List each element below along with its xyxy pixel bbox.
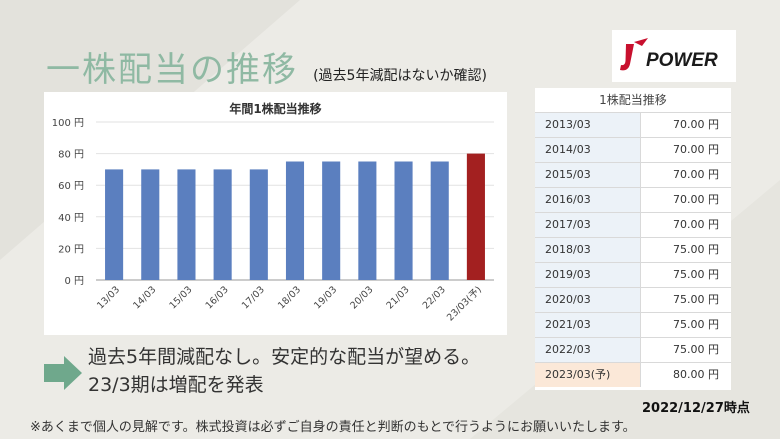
table-row: 2016/03 70.00 円	[535, 187, 731, 212]
bar	[213, 169, 232, 280]
bar	[141, 169, 160, 280]
table-value-cell: 70.00 円	[673, 193, 719, 206]
bar	[466, 153, 485, 280]
bar	[322, 161, 341, 280]
table-value-cell: 75.00 円	[673, 268, 719, 281]
table-row: 2017/03 70.00 円	[535, 212, 731, 237]
table-year-cell: 2021/03	[535, 313, 641, 337]
x-tick-label: 15/03	[167, 284, 194, 311]
x-tick-label: 23/03(予)	[445, 284, 484, 323]
y-tick-label: 100 円	[52, 118, 84, 129]
bar	[358, 161, 377, 280]
jpower-logo: POWER	[612, 30, 736, 82]
table-row: 2013/03 70.00 円	[535, 112, 731, 137]
table-value-cell: 80.00 円	[673, 368, 719, 381]
y-tick-label: 40 円	[58, 213, 84, 224]
title-area: 一株配当の推移 (過去5年減配はないか確認)	[46, 42, 487, 92]
table-row: 2023/03(予) 80.00 円	[535, 362, 731, 387]
disclaimer: ※あくまで個人の見解です。株式投資は必ずご自身の責任と判断のもとで行うようにお願…	[30, 420, 636, 435]
table-row: 2015/03 70.00 円	[535, 162, 731, 187]
table-year-cell: 2018/03	[535, 238, 641, 262]
table-value-cell: 70.00 円	[673, 118, 719, 131]
bar	[285, 161, 305, 280]
y-tick-label: 20 円	[58, 244, 84, 255]
chart-title: 年間1株配当推移	[229, 102, 322, 116]
table-value-cell: 75.00 円	[673, 243, 719, 256]
table-value-cell: 70.00 円	[673, 218, 719, 231]
y-tick-label: 60 円	[58, 181, 84, 192]
y-tick-label: 0 円	[64, 276, 84, 287]
x-tick-label: 13/03	[95, 284, 122, 311]
table-row: 2021/03 75.00 円	[535, 312, 731, 337]
bar	[249, 169, 268, 280]
x-tick-label: 14/03	[131, 284, 158, 311]
page-title: 一株配当の推移	[46, 50, 298, 90]
dividend-chart: 年間1株配当推移 0 円 20 円 40 円 60 円 80 円 100 円 13/03 14…	[44, 92, 507, 335]
table-year-cell: 2014/03	[535, 138, 641, 162]
table-title: 1株配当推移	[599, 93, 667, 107]
x-tick-label: 22/03	[421, 284, 448, 311]
table-year-cell: 2017/03	[535, 213, 641, 237]
x-tick-label: 19/03	[312, 284, 339, 311]
table-value-cell: 75.00 円	[673, 293, 719, 306]
table-row: 2018/03 75.00 円	[535, 237, 731, 262]
table-value-cell: 70.00 円	[673, 143, 719, 156]
chart-plot: 0 円 20 円 40 円 60 円 80 円 100 円 13/03 14/03 15/03 1…	[52, 118, 494, 323]
y-tick-label: 80 円	[58, 150, 84, 161]
bar	[394, 161, 413, 280]
table-year-cell: 2015/03	[535, 163, 641, 187]
note-line-1: 過去5年間減配なし。安定的な配当が望める。	[88, 346, 481, 368]
logo-text: POWER	[646, 50, 718, 71]
table-year-cell: 2023/03(予)	[535, 363, 641, 387]
x-tick-label: 21/03	[385, 284, 412, 311]
page-subtitle: (過去5年減配はないか確認)	[313, 68, 487, 84]
table-year-cell: 2022/03	[535, 338, 641, 362]
arrow-right-icon	[44, 356, 82, 390]
table-year-cell: 2019/03	[535, 263, 641, 287]
x-tick-label: 20/03	[348, 284, 375, 311]
table-value-cell: 75.00 円	[673, 343, 719, 356]
bar	[177, 169, 196, 280]
bar	[430, 161, 449, 280]
as-of-date: 2022/12/27時点	[642, 401, 750, 416]
dividend-table: 1株配当推移 2013/03 70.00 円 2014/03 70.00 円 2015/…	[535, 88, 731, 390]
note-line-2: 23/3期は増配を発表	[88, 374, 264, 396]
table-year-cell: 2020/03	[535, 288, 641, 312]
x-tick-label: 16/03	[204, 284, 231, 311]
logo-mark-icon: POWER	[620, 38, 718, 71]
x-tick-label: 17/03	[240, 284, 267, 311]
table-value-cell: 70.00 円	[673, 168, 719, 181]
table-row: 2020/03 75.00 円	[535, 287, 731, 312]
table-row: 2014/03 70.00 円	[535, 137, 731, 162]
bar	[105, 169, 124, 280]
table-row: 2022/03 75.00 円	[535, 337, 731, 362]
table-year-cell: 2016/03	[535, 188, 641, 212]
table-year-cell: 2013/03	[535, 113, 641, 137]
table-value-cell: 75.00 円	[673, 318, 719, 331]
table-row: 2019/03 75.00 円	[535, 262, 731, 287]
x-tick-label: 18/03	[276, 284, 303, 311]
